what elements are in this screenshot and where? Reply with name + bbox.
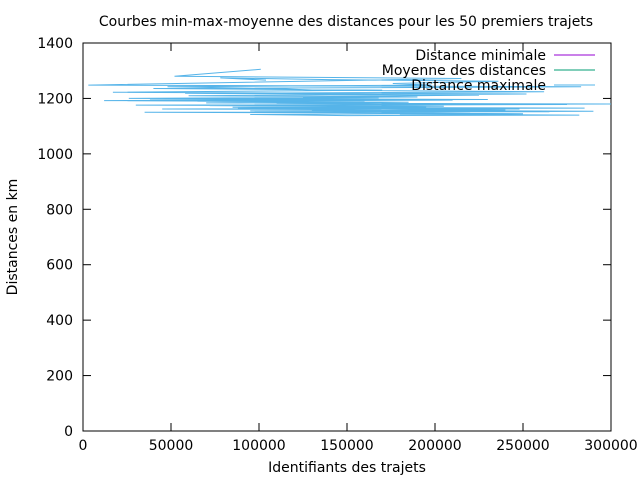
y-tick-label: 800 [46,202,73,218]
legend-label: Distance maximale [411,78,546,94]
x-tick-label: 200000 [408,438,461,454]
series-distance-maximale [88,68,612,117]
x-tick-label: 300000 [584,438,637,454]
y-axis: 0 200 400 600 800 1000 1200 1400 [37,36,611,440]
y-tick-label: 1000 [37,147,73,163]
series-line [88,68,612,117]
x-tick-label: 50000 [149,438,194,454]
x-tick-label: 250000 [496,438,549,454]
y-tick-label: 200 [46,369,73,385]
x-axis: 0 50000 100000 150000 200000 250000 300000 [79,43,638,454]
x-tick-label: 150000 [320,438,373,454]
y-tick-label: 0 [64,424,73,440]
legend-label: Distance minimale [415,48,546,64]
y-axis-label: Distances en km [5,179,21,296]
x-axis-label: Identifiants des trajets [268,460,426,476]
y-tick-label: 1400 [37,36,73,52]
x-tick-label: 100000 [232,438,285,454]
y-tick-label: 600 [46,258,73,274]
x-tick-label: 0 [79,438,88,454]
legend-label: Moyenne des distances [382,63,546,79]
series-layer [88,68,612,117]
y-tick-label: 1200 [37,91,73,107]
y-tick-label: 400 [46,313,73,329]
chart-title: Courbes min-max-moyenne des distances po… [99,14,593,30]
